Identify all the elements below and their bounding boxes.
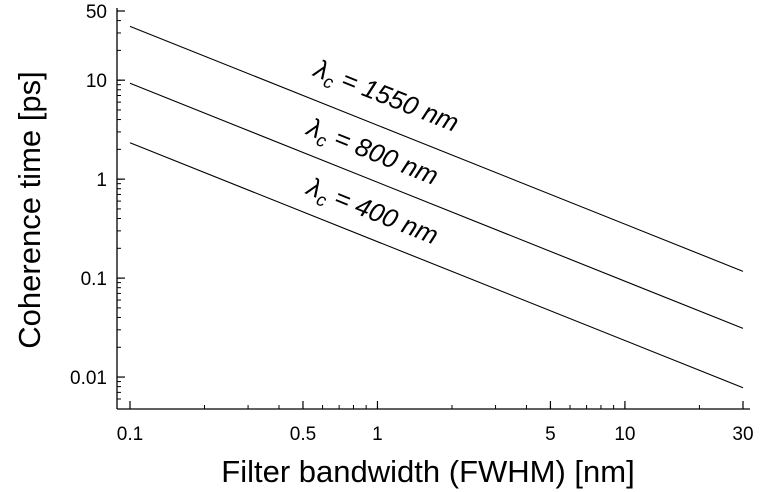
y-ticks: 0.01 0.1 1 10 50: [70, 2, 125, 400]
x-tick-label: 0.1: [117, 424, 143, 445]
series-line: [129, 142, 744, 389]
series-lines: [129, 25, 744, 389]
curve-label-text: = 800 nm: [323, 120, 442, 191]
series-line: [129, 82, 744, 329]
x-tick-label: 5: [545, 424, 556, 445]
series-line: [129, 25, 744, 272]
y-tick-label: 0.1: [81, 269, 107, 290]
axes: [116, 8, 750, 410]
y-tick-label: 0.01: [70, 368, 107, 389]
x-axis-title: Filter bandwidth (FWHM) [nm]: [221, 454, 634, 489]
x-tick-label: 1: [372, 424, 383, 445]
y-tick-label: 50: [86, 2, 107, 23]
y-tick-label: 10: [86, 71, 107, 92]
x-ticks: 0.1 0.5 1 5 10 30: [117, 401, 754, 445]
y-axis-title: Coherence time [ps]: [12, 71, 47, 348]
y-tick-label: 1: [96, 170, 107, 191]
x-tick-label: 10: [614, 424, 635, 445]
x-tick-label: 0.5: [290, 424, 316, 445]
x-tick-label: 30: [732, 424, 753, 445]
curve-label-text: = 400 nm: [323, 179, 442, 250]
